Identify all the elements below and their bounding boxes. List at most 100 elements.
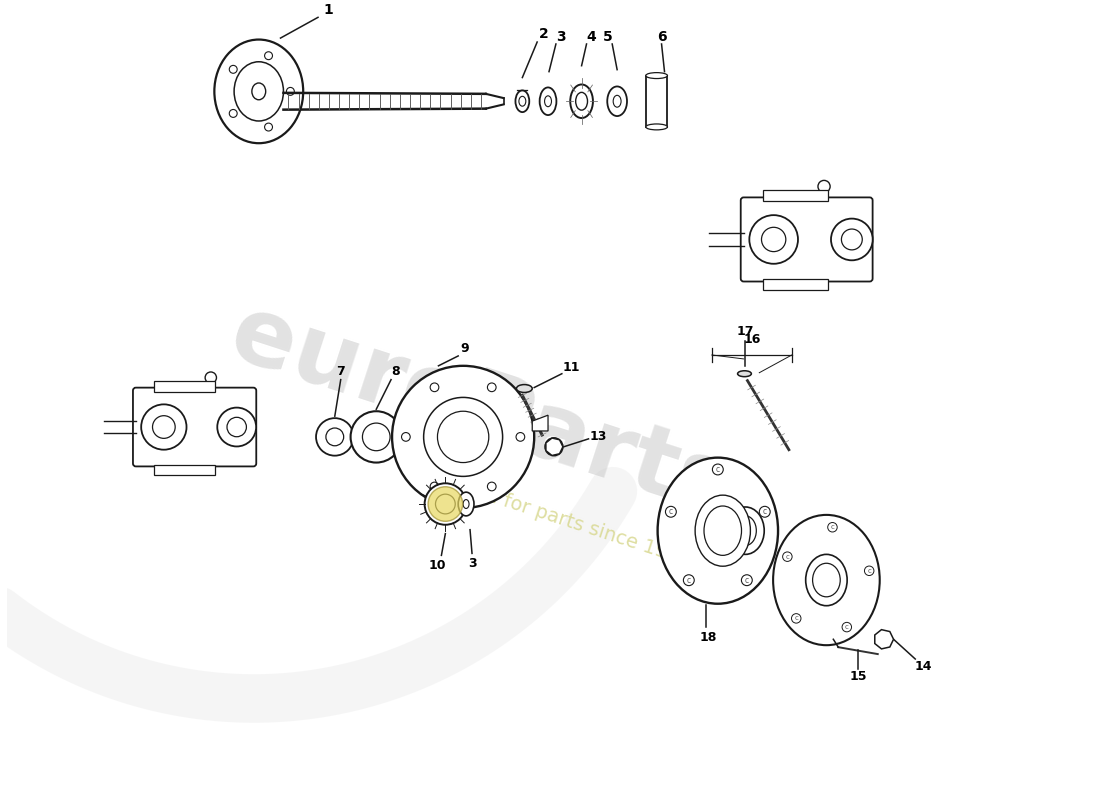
Circle shape [865,566,873,575]
Circle shape [830,218,872,260]
Text: 1: 1 [323,3,333,18]
Circle shape [487,383,496,392]
Ellipse shape [234,62,284,121]
Text: c: c [686,576,691,585]
Circle shape [792,614,801,623]
Text: 3: 3 [468,557,476,570]
Text: 4: 4 [586,30,596,44]
Ellipse shape [252,83,266,100]
Text: 9: 9 [461,342,470,354]
Circle shape [209,382,212,386]
Circle shape [392,366,535,508]
Ellipse shape [805,554,847,606]
Circle shape [205,372,217,383]
Circle shape [827,522,837,532]
Circle shape [782,552,792,562]
Circle shape [879,634,889,644]
Circle shape [168,467,173,471]
Polygon shape [874,630,893,649]
Ellipse shape [516,90,529,112]
Circle shape [424,398,503,476]
Text: 17: 17 [737,325,755,338]
Text: 14: 14 [914,661,932,674]
Circle shape [741,574,752,586]
Ellipse shape [544,96,551,106]
Circle shape [316,418,353,456]
Circle shape [800,192,804,197]
Ellipse shape [727,507,764,554]
Text: 10: 10 [429,558,447,572]
Circle shape [487,482,496,491]
Text: 5: 5 [603,30,612,44]
Circle shape [188,382,192,386]
Text: c: c [867,568,871,574]
Ellipse shape [214,39,304,143]
Circle shape [666,506,676,517]
Circle shape [546,438,563,456]
Circle shape [779,192,783,197]
Circle shape [516,433,525,442]
Circle shape [436,494,455,514]
Circle shape [822,192,826,197]
Ellipse shape [519,96,526,106]
Circle shape [188,467,192,471]
Circle shape [402,433,410,442]
Circle shape [818,180,830,193]
Text: c: c [785,554,790,560]
Text: euroParts: euroParts [219,288,742,537]
Bar [154,381,215,391]
Circle shape [141,404,187,450]
Ellipse shape [735,516,757,546]
Ellipse shape [575,92,587,110]
Ellipse shape [646,124,668,130]
Text: c: c [669,507,673,516]
Bar [646,75,668,127]
Circle shape [430,482,439,491]
Text: 3: 3 [556,30,565,44]
Text: 8: 8 [392,366,400,378]
Text: c: c [716,465,719,474]
Ellipse shape [613,95,621,107]
Ellipse shape [540,87,557,115]
Circle shape [800,282,804,286]
Text: c: c [762,507,767,516]
Circle shape [227,418,246,437]
Circle shape [761,227,785,252]
Text: a passion for parts since 1985: a passion for parts since 1985 [407,462,693,570]
Ellipse shape [463,499,469,509]
Circle shape [229,110,238,118]
Ellipse shape [607,86,627,116]
Bar [763,279,828,290]
Text: 13: 13 [590,430,607,443]
Ellipse shape [658,458,778,604]
Circle shape [428,486,463,522]
Circle shape [779,282,783,286]
Circle shape [218,407,256,446]
Circle shape [265,52,273,60]
Circle shape [326,428,343,446]
Circle shape [362,423,390,450]
Text: 7: 7 [337,366,345,378]
Bar [763,190,828,202]
Ellipse shape [516,385,532,393]
Text: 16: 16 [744,333,760,346]
Circle shape [843,622,851,632]
Ellipse shape [646,73,668,78]
Polygon shape [532,415,548,431]
Circle shape [683,574,694,586]
Ellipse shape [459,492,474,516]
Circle shape [430,383,439,392]
Ellipse shape [570,85,593,118]
Circle shape [265,123,273,131]
FancyBboxPatch shape [740,198,872,282]
Ellipse shape [738,370,751,377]
Text: c: c [845,624,849,630]
Ellipse shape [704,506,741,555]
Circle shape [229,66,238,74]
Circle shape [438,411,488,462]
Ellipse shape [695,495,750,566]
Bar [154,465,215,475]
Circle shape [749,215,798,264]
Text: c: c [794,615,799,622]
Circle shape [168,382,173,386]
